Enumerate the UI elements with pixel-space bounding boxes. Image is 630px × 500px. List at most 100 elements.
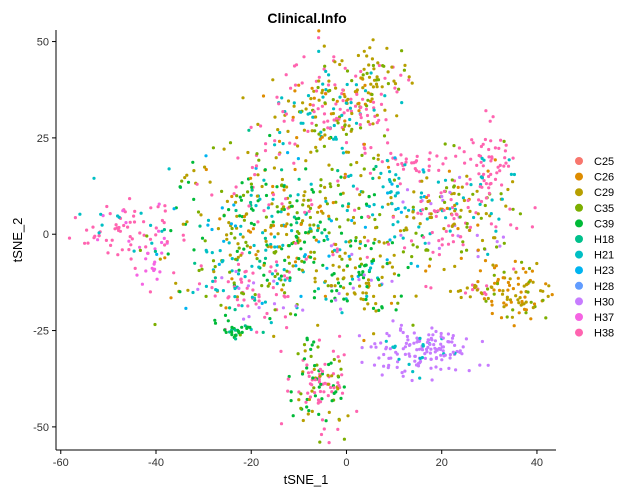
point-c26 xyxy=(271,184,275,189)
point-c29 xyxy=(378,283,382,287)
point-c29 xyxy=(280,177,284,182)
point-c29 xyxy=(473,286,477,290)
point-h21 xyxy=(425,217,429,221)
point-h37 xyxy=(101,214,105,218)
point-c29 xyxy=(506,187,510,192)
point-c29 xyxy=(412,190,416,194)
point-c26 xyxy=(486,169,490,173)
point-c29 xyxy=(338,62,342,67)
point-h38 xyxy=(489,222,493,226)
point-c29 xyxy=(371,38,375,42)
point-h23 xyxy=(350,218,354,223)
point-c39 xyxy=(363,263,367,267)
point-h30 xyxy=(405,188,410,192)
point-c39 xyxy=(305,336,309,340)
point-h30 xyxy=(458,350,462,354)
point-c39 xyxy=(321,263,325,267)
point-h38 xyxy=(500,183,504,187)
point-h30 xyxy=(399,323,403,327)
point-c39 xyxy=(364,202,369,206)
point-c35 xyxy=(443,142,447,146)
y-tick-label: -25 xyxy=(33,326,49,338)
point-c35 xyxy=(285,269,289,273)
point-h21 xyxy=(417,225,421,229)
point-h21 xyxy=(296,193,300,197)
point-h30 xyxy=(220,276,224,280)
point-c29 xyxy=(364,281,368,285)
point-h37 xyxy=(144,269,148,273)
point-h18 xyxy=(233,328,237,332)
point-h21 xyxy=(340,311,344,315)
point-h21 xyxy=(396,220,400,224)
point-c39 xyxy=(240,181,244,185)
point-h38 xyxy=(280,202,284,206)
point-c35 xyxy=(203,239,207,243)
point-c39 xyxy=(330,399,334,403)
point-h37 xyxy=(124,221,128,225)
point-c39 xyxy=(169,229,173,233)
point-h30 xyxy=(407,343,411,347)
point-h38 xyxy=(512,267,516,271)
point-c39 xyxy=(227,208,231,212)
point-c29 xyxy=(318,374,322,378)
point-c29 xyxy=(208,180,212,184)
point-h30 xyxy=(272,279,276,283)
point-c29 xyxy=(327,163,331,167)
point-c26 xyxy=(478,269,482,273)
point-h30 xyxy=(440,194,444,199)
point-c35 xyxy=(281,283,285,287)
point-h21 xyxy=(354,121,359,125)
point-c26 xyxy=(282,188,286,192)
point-h21 xyxy=(250,264,254,268)
point-c29 xyxy=(330,374,334,378)
point-c35 xyxy=(241,193,246,197)
point-c35 xyxy=(317,132,321,136)
point-c39 xyxy=(339,231,344,235)
point-h38 xyxy=(182,238,186,242)
point-h21 xyxy=(367,268,372,272)
point-h18 xyxy=(162,228,166,232)
point-c29 xyxy=(353,266,357,270)
point-h21 xyxy=(419,195,423,199)
point-c35 xyxy=(319,184,323,188)
point-h30 xyxy=(294,304,298,308)
point-c35 xyxy=(505,315,509,319)
point-h21 xyxy=(393,344,397,348)
point-c39 xyxy=(313,364,317,368)
point-c26 xyxy=(317,29,321,33)
point-c35 xyxy=(228,270,232,274)
point-c39 xyxy=(294,234,298,238)
point-h38 xyxy=(419,199,423,204)
point-c35 xyxy=(366,98,370,102)
point-c39 xyxy=(242,247,246,251)
point-c35 xyxy=(300,259,304,263)
point-c29 xyxy=(367,75,372,79)
point-c35 xyxy=(461,240,465,244)
point-c26 xyxy=(493,158,497,162)
point-c35 xyxy=(244,240,248,244)
point-c35 xyxy=(450,178,454,182)
point-h21 xyxy=(391,223,395,227)
point-h38 xyxy=(509,223,513,227)
point-c29 xyxy=(239,253,243,257)
point-h30 xyxy=(501,235,505,239)
point-c26 xyxy=(286,212,290,216)
point-c39 xyxy=(312,260,316,264)
point-h38 xyxy=(277,102,281,106)
point-c29 xyxy=(342,268,346,272)
point-h30 xyxy=(427,241,431,245)
point-c35 xyxy=(289,312,293,316)
point-c39 xyxy=(342,385,346,389)
legend-key-h37 xyxy=(575,313,583,321)
point-c39 xyxy=(305,405,309,409)
point-c29 xyxy=(392,79,396,83)
point-h38 xyxy=(285,276,289,280)
point-h21 xyxy=(349,173,353,177)
point-h30 xyxy=(339,307,343,311)
point-h38 xyxy=(496,165,500,169)
point-c29 xyxy=(362,307,366,311)
point-c39 xyxy=(265,243,269,247)
point-c35 xyxy=(465,248,469,252)
point-c39 xyxy=(200,236,205,240)
point-c35 xyxy=(544,316,548,320)
